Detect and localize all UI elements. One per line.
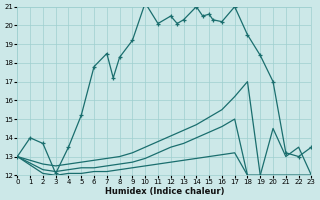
X-axis label: Humidex (Indice chaleur): Humidex (Indice chaleur) (105, 187, 224, 196)
